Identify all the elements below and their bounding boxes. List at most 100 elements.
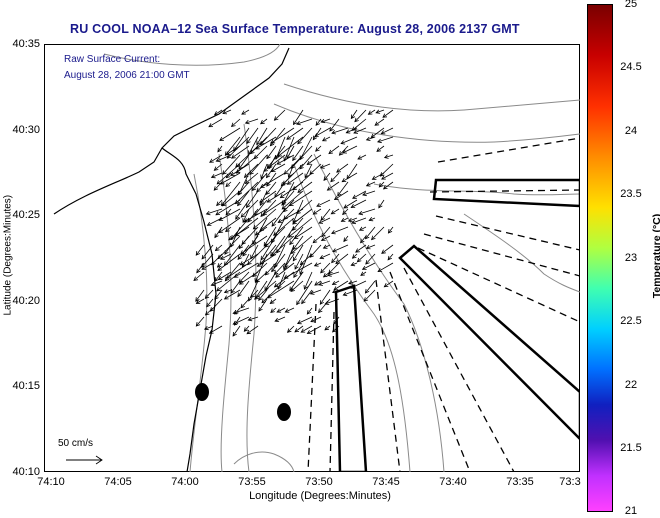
current-vector	[239, 253, 259, 266]
current-vector	[270, 235, 295, 257]
current-vector	[331, 325, 340, 333]
current-vector	[332, 244, 349, 253]
current-vector	[319, 253, 331, 260]
current-vector	[300, 325, 313, 333]
current-vector	[251, 172, 268, 192]
y-tick-label: 40:20	[12, 295, 40, 307]
current-vector	[195, 316, 205, 327]
current-vector	[240, 298, 250, 309]
current-vector	[195, 244, 205, 256]
current-vector	[364, 280, 376, 294]
current-vector	[299, 154, 313, 170]
y-axis-label: Latitude (Degrees:Minutes)	[2, 194, 14, 316]
current-vector	[293, 226, 313, 240]
depth-contour	[218, 153, 232, 472]
current-vector	[241, 226, 259, 245]
current-vector	[222, 154, 241, 175]
current-vector	[235, 199, 250, 220]
current-vector	[214, 244, 223, 252]
current-vector	[217, 145, 223, 153]
current-vector	[353, 127, 367, 134]
current-vector	[276, 154, 295, 165]
x-tick-label: 73:3	[559, 476, 581, 488]
current-vector	[219, 127, 241, 141]
current-vector	[323, 172, 331, 181]
current-vector	[331, 127, 349, 135]
current-vector	[322, 244, 331, 249]
y-tick-label: 40:15	[12, 380, 40, 392]
current-vector	[273, 109, 286, 121]
current-vector	[276, 307, 286, 313]
y-tick-label: 40:25	[12, 209, 40, 221]
current-vector	[274, 316, 286, 322]
current-vector	[355, 244, 367, 253]
current-vector	[289, 226, 304, 246]
current-vector	[381, 244, 394, 254]
current-vector	[225, 145, 241, 156]
current-vector	[237, 181, 250, 196]
x-tick-label: 73:50	[305, 476, 333, 488]
colorbar-label: Temperature (°C)	[651, 213, 660, 299]
x-tick-label: 73:35	[506, 476, 534, 488]
current-vector	[343, 199, 358, 209]
current-vector	[294, 253, 304, 270]
current-vector	[259, 127, 277, 146]
current-vector	[343, 235, 349, 243]
current-vector	[350, 109, 358, 120]
current-vector	[304, 163, 313, 179]
current-vector	[263, 226, 277, 247]
surface-current-arrows	[193, 109, 394, 337]
current-vector	[356, 253, 367, 263]
shipping-lane-lines	[307, 137, 580, 472]
current-vector	[259, 172, 286, 189]
dashed-lane-line	[307, 303, 317, 472]
current-vector	[281, 190, 304, 210]
current-vector	[342, 289, 358, 297]
current-vector	[263, 154, 286, 172]
current-vector	[350, 261, 358, 267]
current-vector	[320, 235, 331, 241]
current-vector	[219, 172, 241, 185]
current-vector	[371, 226, 385, 241]
current-vector	[318, 217, 331, 224]
current-vector	[319, 163, 331, 169]
current-vector	[315, 145, 322, 152]
current-vector	[345, 127, 358, 134]
sampling-station-marker	[277, 403, 291, 421]
current-vector	[196, 262, 205, 274]
current-vector	[290, 280, 304, 292]
current-vector	[205, 208, 223, 216]
current-vector	[378, 181, 385, 188]
current-vector	[254, 226, 268, 236]
current-vector	[287, 325, 295, 333]
current-vector	[330, 172, 340, 183]
current-vector	[260, 235, 277, 261]
current-vector	[324, 325, 331, 331]
current-vector	[226, 136, 250, 159]
current-vector	[341, 172, 358, 183]
colorbar-tick-label: 25	[624, 0, 638, 10]
colorbar-tick-label: 21	[624, 505, 638, 517]
current-vector	[261, 280, 286, 304]
current-vector	[269, 298, 277, 305]
dashed-lane-line	[417, 247, 580, 323]
current-vector	[249, 154, 268, 176]
current-vector	[216, 262, 223, 268]
current-vector	[213, 163, 223, 171]
current-vector	[250, 136, 268, 155]
current-vector	[244, 172, 259, 185]
current-vector	[327, 271, 340, 277]
depth-contour	[243, 123, 257, 472]
current-vector	[340, 217, 349, 222]
current-vector	[232, 325, 241, 337]
current-vector	[303, 271, 313, 290]
scale-label: 50 cm/s	[58, 438, 94, 449]
current-vector	[340, 136, 358, 145]
current-vector	[203, 325, 214, 331]
depth-contour	[233, 451, 295, 472]
current-vector	[328, 145, 340, 155]
current-vector	[289, 271, 304, 292]
current-vector	[297, 127, 313, 145]
colorbar-tick-label: 24.5	[620, 61, 642, 73]
current-vector	[351, 118, 367, 131]
